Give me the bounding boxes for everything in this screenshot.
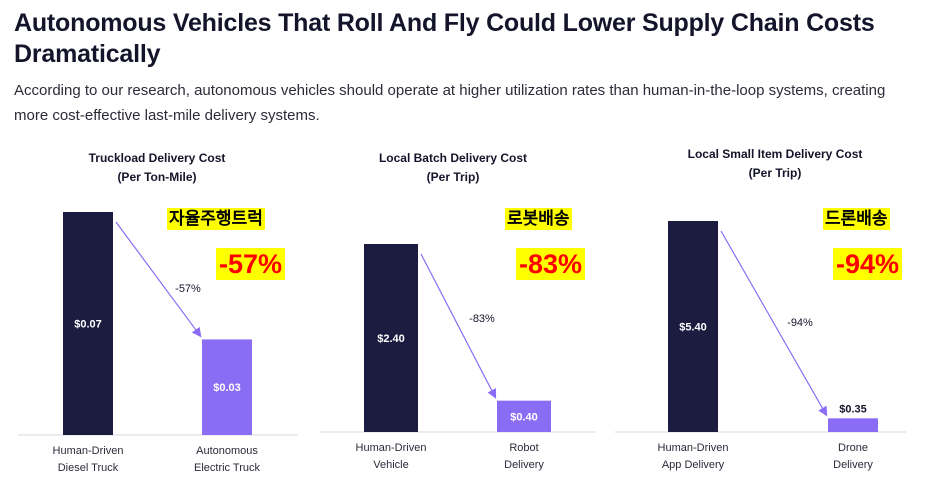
- highlight-percent: -57%: [216, 248, 286, 280]
- category-label: Autonomous: [196, 445, 258, 457]
- bar: [364, 244, 418, 432]
- category-label: Electric Truck: [194, 462, 261, 474]
- category-label: Human-Driven: [356, 442, 427, 454]
- chart-subtitle: (Per Trip): [749, 166, 802, 180]
- category-label: Delivery: [833, 459, 873, 471]
- korean-annotation: 로봇배송: [505, 208, 572, 230]
- highlight-percent: -94%: [833, 248, 903, 280]
- category-label: App Delivery: [662, 459, 725, 471]
- bar: [497, 400, 551, 432]
- bar: [828, 418, 878, 432]
- change-label: -94%: [787, 317, 813, 329]
- change-arrow: [420, 253, 497, 399]
- bar: [668, 221, 718, 432]
- category-label: Drone: [838, 442, 868, 454]
- bar-value-label: $0.40: [510, 411, 538, 423]
- change-label: -57%: [175, 283, 201, 295]
- page-subtitle: According to our research, autonomous ve…: [14, 82, 886, 124]
- bar: [63, 212, 113, 435]
- category-label: Delivery: [504, 459, 544, 471]
- bar-value-label: $0.35: [839, 403, 867, 415]
- page-title: Autonomous Vehicles That Roll And Fly Co…: [14, 9, 875, 68]
- chart-title: Truckload Delivery Cost: [89, 151, 226, 165]
- chart-title: Local Batch Delivery Cost: [379, 151, 527, 165]
- change-arrow: [115, 221, 202, 338]
- bar-value-label: $0.07: [74, 319, 102, 331]
- category-label: Diesel Truck: [58, 462, 119, 474]
- category-label: Vehicle: [373, 459, 408, 471]
- korean-annotation: 드론배송: [823, 208, 890, 230]
- change-arrow: [720, 230, 828, 417]
- bar-value-label: $0.03: [213, 382, 241, 394]
- highlight-percent: -83%: [516, 248, 586, 280]
- change-label: -83%: [469, 313, 495, 325]
- chart-title: Local Small Item Delivery Cost: [688, 147, 863, 161]
- category-label: Robot: [509, 442, 538, 454]
- chart-subtitle: (Per Trip): [427, 170, 480, 184]
- category-label: Human-Driven: [658, 442, 729, 454]
- korean-annotation: 자율주행트럭: [167, 208, 265, 230]
- category-label: Human-Driven: [53, 445, 124, 457]
- chart-subtitle: (Per Ton-Mile): [117, 170, 196, 184]
- bar: [202, 339, 252, 435]
- bar-value-label: $2.40: [377, 333, 405, 345]
- bar-value-label: $5.40: [679, 322, 707, 334]
